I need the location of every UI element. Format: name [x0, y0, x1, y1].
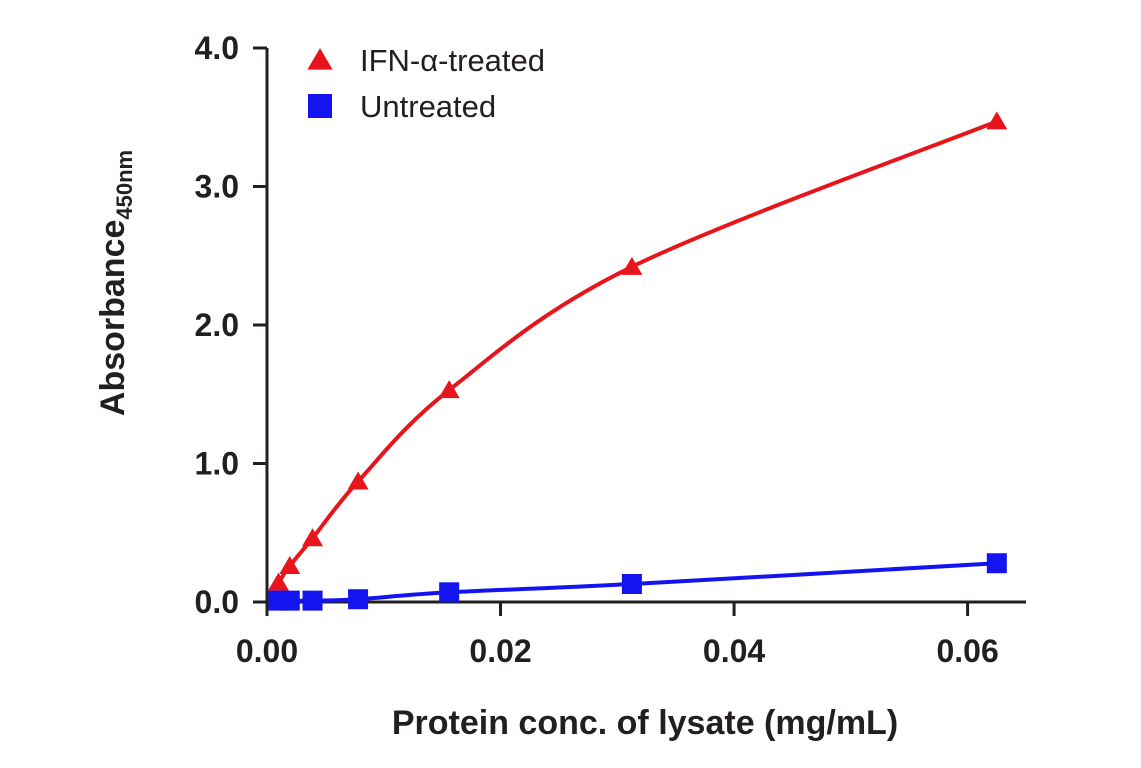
data-point [438, 380, 460, 399]
legend-label: Untreated [360, 89, 496, 124]
axes [265, 48, 1026, 604]
x-tick-label: 0.00 [236, 633, 298, 669]
plot-area [267, 111, 1008, 611]
x-axis-ticks: 0.00 0.02 0.04 0.06 [236, 602, 999, 669]
legend-marker-square [308, 94, 332, 118]
data-point [621, 573, 642, 594]
data-point [986, 111, 1008, 130]
y-tick-label: 3.0 [195, 169, 239, 205]
x-tick-label: 0.04 [703, 633, 765, 669]
data-point [348, 589, 369, 610]
data-point [267, 572, 289, 591]
data-point [986, 553, 1007, 574]
data-point [302, 528, 324, 547]
legend-label: IFN-α-treated [360, 43, 545, 78]
data-point [279, 590, 300, 611]
data-point [302, 590, 323, 611]
series-untreated [268, 553, 1007, 611]
y-tick-label: 1.0 [195, 446, 239, 482]
y-tick-label: 0.0 [195, 584, 239, 620]
y-tick-label: 2.0 [195, 307, 239, 343]
y-axis-title: Absorbance450nm [94, 150, 137, 416]
series-line [276, 119, 998, 584]
x-tick-label: 0.02 [469, 633, 531, 669]
data-point [279, 555, 301, 574]
y-tick-label: 4.0 [195, 30, 239, 66]
x-axis-title: Protein conc. of lysate (mg/mL) [392, 704, 898, 742]
series-ifn-treated [267, 111, 1008, 591]
data-point [347, 471, 369, 490]
y-axis-title-main: Absorbance [94, 220, 132, 417]
y-axis-title-subscript: 450nm [112, 150, 137, 220]
y-axis-ticks: 0.0 1.0 2.0 3.0 4.0 [195, 30, 267, 620]
data-point [439, 582, 460, 603]
legend: IFN-α-treated Untreated [307, 43, 545, 124]
x-tick-label: 0.06 [936, 633, 998, 669]
legend-marker-triangle [307, 48, 333, 70]
data-point [621, 256, 643, 275]
